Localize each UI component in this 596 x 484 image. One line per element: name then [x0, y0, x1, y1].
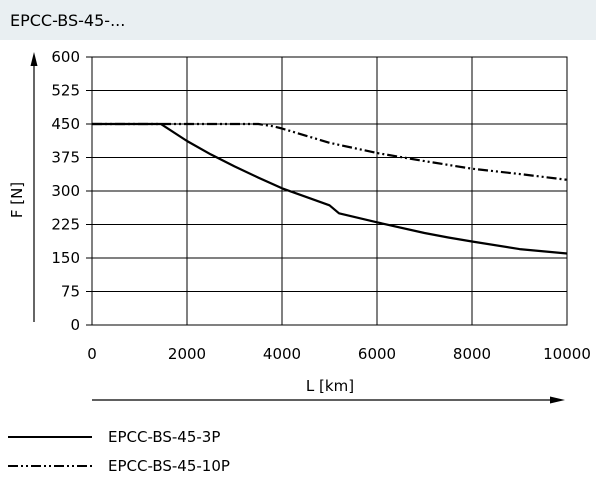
- y-tick-label: 375: [51, 149, 80, 167]
- axes: [30, 52, 565, 404]
- y-axis-arrow-head: [30, 52, 38, 66]
- y-tick-label: 525: [51, 82, 80, 100]
- y-tick-label: 225: [51, 216, 80, 234]
- chart-header: EPCC-BS-45-...: [0, 0, 596, 40]
- grid: [91, 56, 568, 326]
- axis-labels: L [km] F [N]: [8, 182, 354, 395]
- y-tick-label: 300: [51, 182, 80, 200]
- x-tick-label: 6000: [358, 345, 396, 363]
- x-tick-label: 2000: [168, 345, 206, 363]
- x-tick-label: 4000: [263, 345, 301, 363]
- series-line-1: [92, 122, 568, 255]
- x-axis-arrow-head: [550, 396, 565, 404]
- x-tick-label: 10000: [543, 345, 591, 363]
- legend: EPCC-BS-45-3P EPCC-BS-45-10P: [8, 428, 230, 475]
- y-tick-label: 150: [51, 249, 80, 267]
- chart-title: EPCC-BS-45-...: [10, 10, 126, 30]
- tick-labels: 0 2000 4000 6000 8000 10000 0 75 150 225 300 375 450…: [51, 48, 591, 363]
- legend-label-1: EPCC-BS-45-3P: [108, 428, 220, 446]
- x-tick-label: 0: [87, 345, 97, 363]
- series-line-2: [92, 122, 568, 181]
- series-lines: [92, 122, 568, 255]
- x-axis-label: L [km]: [306, 377, 354, 395]
- y-tick-label: 0: [70, 316, 80, 334]
- y-tick-label: 600: [51, 48, 80, 66]
- y-tick-label: 75: [61, 283, 80, 301]
- y-axis-label: F [N]: [8, 182, 26, 218]
- x-tick-label: 8000: [453, 345, 491, 363]
- legend-label-2: EPCC-BS-45-10P: [108, 457, 230, 475]
- y-tick-label: 450: [51, 115, 80, 133]
